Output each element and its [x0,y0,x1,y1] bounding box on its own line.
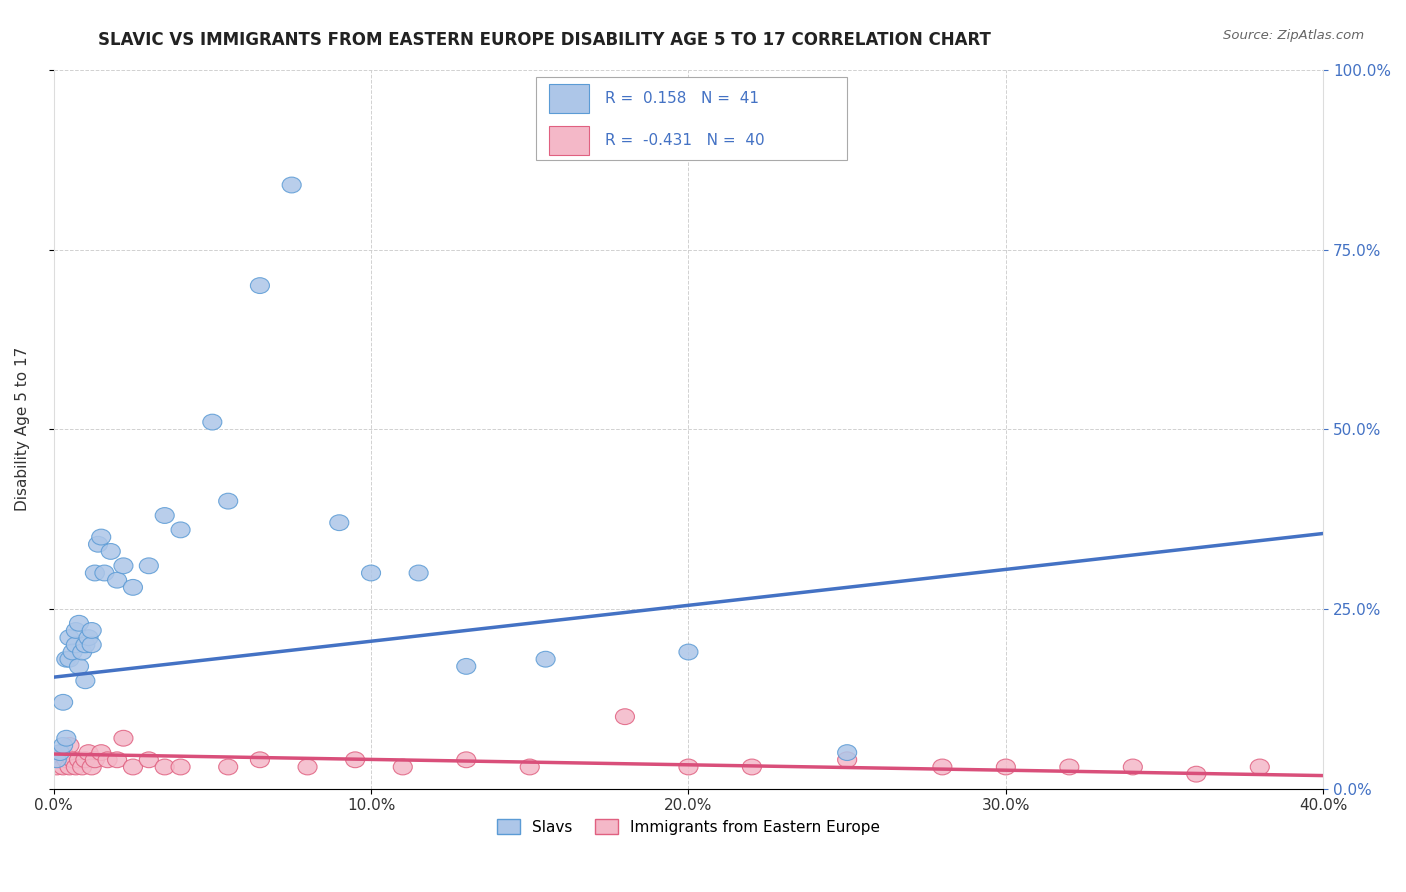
Ellipse shape [1187,766,1206,782]
Ellipse shape [63,644,82,660]
Ellipse shape [53,738,73,754]
Ellipse shape [101,543,121,559]
Ellipse shape [91,745,111,761]
Ellipse shape [60,630,79,646]
Ellipse shape [82,637,101,653]
Ellipse shape [56,752,76,768]
Ellipse shape [51,745,69,761]
FancyBboxPatch shape [548,126,589,155]
Ellipse shape [66,759,86,775]
Ellipse shape [76,637,94,653]
Text: R =  0.158   N =  41: R = 0.158 N = 41 [605,91,759,106]
Ellipse shape [997,759,1015,775]
Ellipse shape [53,694,73,710]
Ellipse shape [250,277,270,293]
Ellipse shape [536,651,555,667]
Ellipse shape [1250,759,1270,775]
Ellipse shape [69,615,89,632]
Ellipse shape [82,759,101,775]
Ellipse shape [108,752,127,768]
Ellipse shape [56,731,76,746]
Ellipse shape [79,745,98,761]
Ellipse shape [94,566,114,581]
Ellipse shape [108,573,127,588]
Ellipse shape [394,759,412,775]
Ellipse shape [48,752,66,768]
Ellipse shape [66,623,86,639]
Ellipse shape [60,651,79,667]
Ellipse shape [53,745,73,761]
Ellipse shape [932,759,952,775]
Ellipse shape [219,759,238,775]
Ellipse shape [79,630,98,646]
Ellipse shape [838,752,856,768]
Ellipse shape [89,536,108,552]
Ellipse shape [69,752,89,768]
Ellipse shape [51,752,69,768]
Ellipse shape [172,522,190,538]
Ellipse shape [330,515,349,531]
Ellipse shape [82,623,101,639]
Ellipse shape [409,566,429,581]
Ellipse shape [124,759,142,775]
Text: Source: ZipAtlas.com: Source: ZipAtlas.com [1223,29,1364,42]
Y-axis label: Disability Age 5 to 17: Disability Age 5 to 17 [15,347,30,511]
Ellipse shape [679,644,697,660]
Ellipse shape [457,752,475,768]
Ellipse shape [1123,759,1142,775]
Ellipse shape [457,658,475,674]
Ellipse shape [155,759,174,775]
Ellipse shape [91,529,111,545]
Ellipse shape [346,752,364,768]
Ellipse shape [679,759,697,775]
Ellipse shape [76,752,94,768]
Ellipse shape [56,651,76,667]
Ellipse shape [86,566,104,581]
Ellipse shape [114,558,134,574]
Ellipse shape [73,644,91,660]
Legend: Slavs, Immigrants from Eastern Europe: Slavs, Immigrants from Eastern Europe [496,819,880,835]
Ellipse shape [86,752,104,768]
Ellipse shape [66,637,86,653]
Ellipse shape [742,759,762,775]
Ellipse shape [250,752,270,768]
Ellipse shape [139,752,159,768]
Text: SLAVIC VS IMMIGRANTS FROM EASTERN EUROPE DISABILITY AGE 5 TO 17 CORRELATION CHAR: SLAVIC VS IMMIGRANTS FROM EASTERN EUROPE… [98,31,991,49]
Ellipse shape [202,414,222,430]
Ellipse shape [361,566,381,581]
Ellipse shape [73,759,91,775]
FancyBboxPatch shape [548,85,589,113]
Ellipse shape [139,558,159,574]
Ellipse shape [219,493,238,509]
Ellipse shape [53,759,73,775]
Ellipse shape [1060,759,1078,775]
Ellipse shape [616,709,634,724]
Ellipse shape [63,752,82,768]
Text: R =  -0.431   N =  40: R = -0.431 N = 40 [605,133,765,148]
Ellipse shape [48,759,66,775]
Ellipse shape [298,759,318,775]
Ellipse shape [60,759,79,775]
FancyBboxPatch shape [536,78,848,160]
Ellipse shape [114,731,134,746]
Ellipse shape [283,178,301,193]
Ellipse shape [60,738,79,754]
Ellipse shape [69,658,89,674]
Ellipse shape [124,580,142,595]
Ellipse shape [838,745,856,761]
Ellipse shape [172,759,190,775]
Ellipse shape [155,508,174,524]
Ellipse shape [98,752,117,768]
Ellipse shape [76,673,94,689]
Ellipse shape [520,759,540,775]
